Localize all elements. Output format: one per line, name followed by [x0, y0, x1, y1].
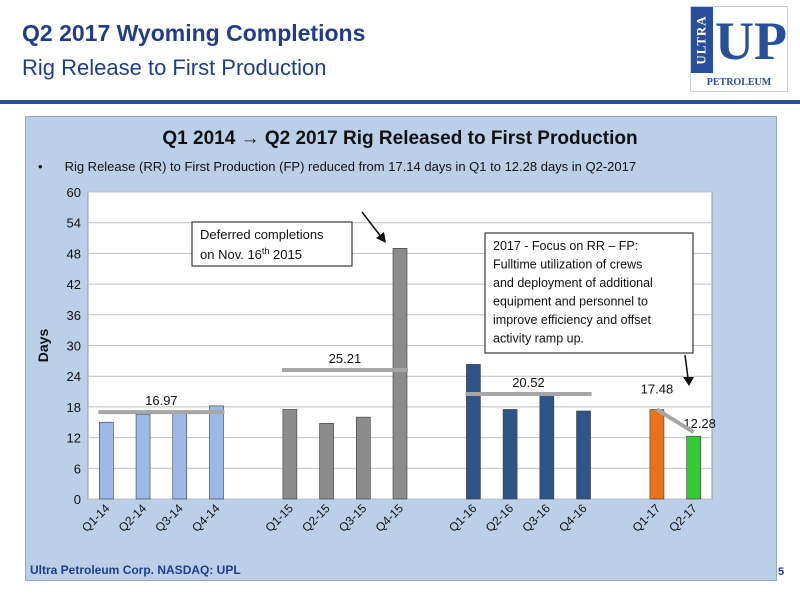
- focus-callout-line: activity ramp up.: [493, 332, 584, 346]
- x-tick-label: Q1-14: [79, 501, 113, 535]
- page-subtitle: Rig Release to First Production: [22, 55, 327, 80]
- focus-callout-line: 2017 - Focus on RR – FP:: [493, 239, 638, 253]
- focus-callout-line: and deployment of additional: [493, 276, 653, 290]
- focus-arrow-head: [683, 377, 694, 386]
- bar-q1-14: [99, 421, 114, 500]
- bar-q3-14: [172, 410, 188, 500]
- logo-bottom-text: PETROLEUM: [706, 77, 772, 88]
- x-tick-label: Q3-14: [152, 501, 186, 535]
- y-tick-label: 24: [67, 369, 81, 384]
- x-tick-label: Q2-15: [299, 501, 333, 535]
- x-tick-label: Q3-16: [519, 501, 553, 535]
- data-label-q2-17: 12.28: [683, 416, 716, 431]
- logo-side-band: ULTRA: [691, 7, 713, 73]
- x-tick-label: Q3-15: [336, 501, 370, 535]
- focus-callout-box: [484, 232, 694, 354]
- bar-q2-17: [686, 435, 701, 500]
- bar-q1-16: [466, 364, 481, 500]
- ultra-petroleum-logo: ULTRA UP PETROLEUM: [690, 6, 788, 92]
- x-tick-label: Q1-15: [263, 501, 297, 535]
- x-tick-label: Q2-17: [666, 501, 700, 535]
- y-tick-label: 42: [67, 277, 81, 292]
- y-tick-label: 12: [67, 431, 81, 446]
- deferred-callout-line1: Deferred completions: [200, 227, 324, 242]
- logo-main-text: UP: [715, 11, 787, 71]
- y-tick-label: 18: [67, 400, 81, 415]
- y-tick-label: 6: [74, 461, 81, 476]
- deferred-callout-box: [191, 221, 353, 267]
- bar-q2-14: [135, 414, 151, 500]
- bar-q3-15: [355, 416, 371, 500]
- y-axis-title: Days: [35, 329, 51, 363]
- bar-q1-17: [649, 409, 665, 500]
- bar-q2-15: [319, 422, 334, 500]
- y-tick-label: 60: [67, 185, 81, 200]
- bar-q4-14: [209, 405, 224, 500]
- y-tick-label: 36: [67, 308, 81, 323]
- x-tick-label: Q2-14: [116, 501, 150, 535]
- focus-arrow-shaft: [684, 354, 689, 379]
- focus-callout-line: improve efficiency and offset: [493, 313, 651, 327]
- x-tick-label: Q4-14: [189, 501, 223, 535]
- x-tick-label: Q4-16: [556, 501, 590, 535]
- average-label-2015: 25.21: [329, 351, 362, 366]
- deferred-callout-line2: on Nov. 16th 2015: [200, 246, 302, 262]
- bullet-dot: •: [38, 159, 43, 174]
- bar-q3-16: [539, 393, 555, 500]
- x-tick-label: Q1-17: [630, 501, 664, 535]
- x-tick-label: Q2-16: [483, 501, 517, 535]
- y-tick-label: 30: [67, 339, 81, 354]
- bar-q2-16: [502, 409, 518, 500]
- bar-q4-16: [576, 410, 591, 500]
- bar-q4-15: [392, 247, 408, 500]
- bar-q1-15: [282, 409, 298, 500]
- y-tick-label: 54: [67, 216, 81, 231]
- header-divider: [0, 100, 800, 104]
- y-tick-label: 48: [67, 246, 81, 261]
- data-label-q1-17: 17.48: [641, 382, 674, 397]
- y-tick-label: 0: [74, 492, 81, 507]
- focus-callout-line: equipment and personnel to: [493, 295, 648, 309]
- chart-title: Q1 2014 → Q2 2017 Rig Released to First …: [162, 128, 638, 149]
- focus-callout-line: Fulltime utilization of crews: [493, 258, 642, 272]
- x-tick-label: Q4-15: [373, 501, 407, 535]
- page-number: 5: [778, 566, 785, 578]
- deferred-arrow-head: [376, 232, 386, 243]
- average-label-2014: 16.97: [145, 393, 178, 408]
- trend-connector-2017: [655, 407, 695, 434]
- x-tick-label: Q1-16: [446, 501, 480, 535]
- bullet-text: Rig Release (RR) to First Production (FP…: [64, 159, 637, 174]
- summary-bullet: • Rig Release (RR) to First Production (F…: [38, 159, 636, 174]
- page-title: Q2 2017 Wyoming Completions: [22, 20, 366, 46]
- footer-company: Ultra Petroleum Corp. NASDAQ: UPL: [30, 563, 241, 577]
- deferred-arrow-shaft: [361, 211, 383, 239]
- average-label-2016: 20.52: [512, 375, 545, 390]
